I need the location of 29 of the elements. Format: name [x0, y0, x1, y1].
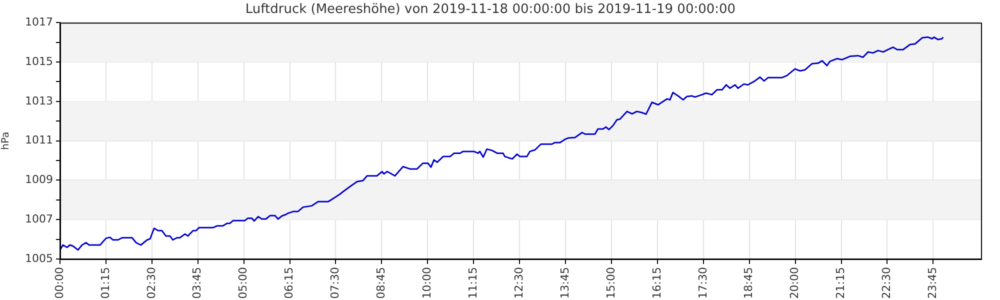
x-tick-label: 02:30 — [144, 267, 158, 299]
y-tick-label: 1013 — [25, 94, 53, 108]
x-tick-label: 08:45 — [374, 267, 388, 299]
x-tick-label: 15:00 — [604, 267, 618, 299]
x-tick-label: 07:30 — [328, 267, 342, 299]
y-tick-label: 1007 — [25, 212, 53, 226]
x-tick-label: 10:00 — [420, 267, 434, 299]
x-tick-label: 05:00 — [236, 267, 250, 299]
x-tick-label: 01:15 — [98, 267, 112, 299]
y-tick-label: 1011 — [25, 134, 53, 147]
x-tick-label: 12:30 — [512, 267, 526, 299]
y-tick-label: 1015 — [25, 54, 53, 68]
y-tick-label: 1017 — [25, 15, 53, 28]
y-tick-label: 1005 — [25, 252, 53, 265]
x-tick-label: 22:30 — [880, 267, 894, 299]
x-tick-label: 13:45 — [558, 267, 572, 299]
x-tick-label: 17:30 — [696, 267, 710, 299]
y-axis-title: hPa — [0, 132, 12, 150]
x-tick-label: 06:15 — [282, 267, 296, 299]
x-tick-label: 00:00 — [52, 267, 66, 299]
x-tick-label: 18:45 — [742, 267, 756, 299]
chart-title: Luftdruck (Meereshöhe) von 2019-11-18 00:00:00 bis 2019-11-19 00:00:00 — [245, 2, 736, 18]
y-tick-label: 1009 — [25, 173, 53, 186]
x-tick-label: 21:15 — [834, 267, 848, 299]
x-tick-label: 11:15 — [466, 267, 480, 299]
x-tick-label: 16:15 — [650, 267, 664, 299]
x-tick-label: 20:00 — [788, 267, 802, 299]
x-tick-label: 23:45 — [926, 267, 940, 299]
x-tick-label: 03:45 — [190, 267, 204, 299]
